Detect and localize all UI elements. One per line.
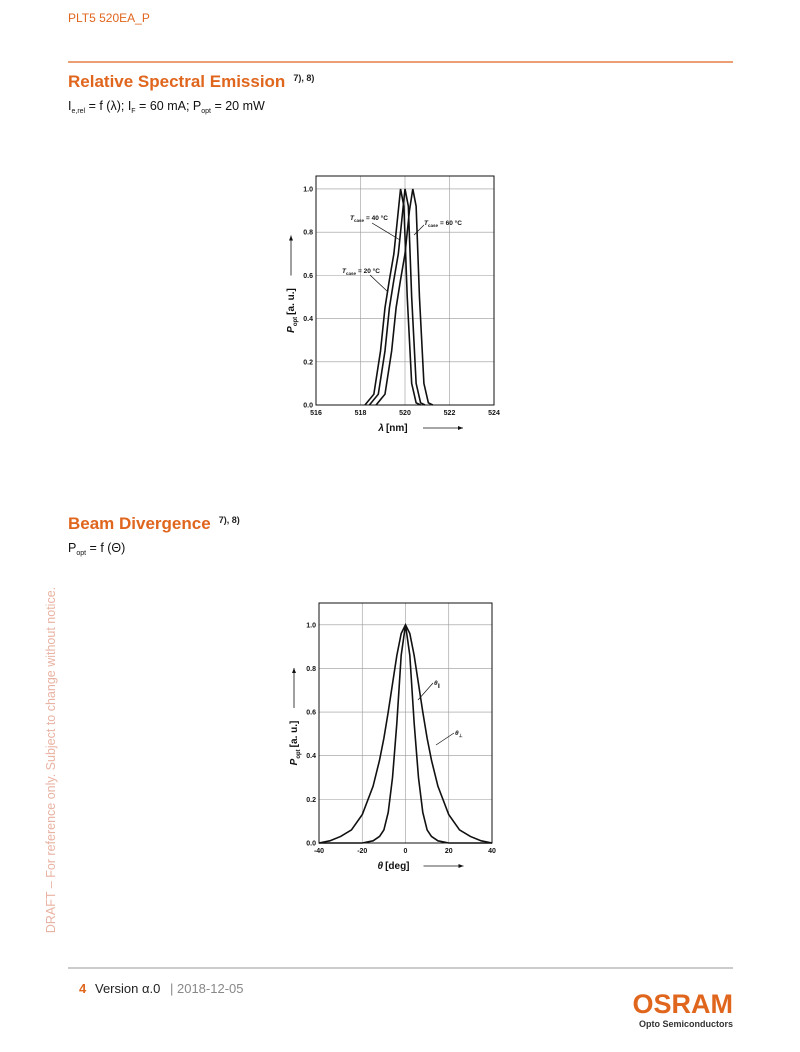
y-axis-label: Popt [a. u.] bbox=[286, 288, 299, 333]
x-tick-label: 520 bbox=[399, 410, 411, 417]
x-tick-label: -40 bbox=[314, 848, 324, 855]
label-leader bbox=[371, 222, 401, 241]
x-axis-unit: [nm] bbox=[386, 423, 408, 434]
formula-sub: opt bbox=[76, 550, 86, 557]
series-label: θ∥ bbox=[434, 680, 440, 689]
y-tick-label: 0.6 bbox=[303, 273, 313, 280]
version: Version α.0 bbox=[95, 981, 160, 996]
formula-sub: F bbox=[131, 108, 135, 115]
data-line bbox=[375, 188, 434, 406]
x-axis-label: θ [deg] bbox=[377, 861, 409, 872]
x-axis-arrowhead bbox=[458, 864, 464, 868]
label-leader bbox=[369, 274, 389, 293]
x-tick-label: -20 bbox=[357, 848, 367, 855]
series-label: Tcase = 20 °C bbox=[342, 267, 380, 276]
section-title-text: Relative Spectral Emission bbox=[68, 72, 285, 91]
formula-text: P bbox=[68, 541, 76, 555]
y-axis-symbol: P bbox=[289, 758, 300, 765]
label-leader bbox=[435, 732, 455, 746]
series-name: = 40 °C bbox=[366, 214, 388, 222]
header-title: PLT5 520EA_P bbox=[68, 11, 150, 25]
y-tick-label: 1.0 bbox=[306, 622, 316, 629]
data-line bbox=[368, 188, 426, 406]
formula-text: I bbox=[68, 99, 71, 113]
x-axis-symbol: λ bbox=[377, 423, 384, 434]
logo: OSRAM bbox=[633, 989, 734, 1019]
footnote-ref: 7), 8) bbox=[219, 515, 240, 525]
formula-sub: e,rel bbox=[71, 108, 85, 115]
x-tick-label: 522 bbox=[444, 410, 456, 417]
formula-text: = 20 mW bbox=[211, 99, 265, 113]
data-line bbox=[318, 623, 493, 844]
formula-text: = f (Θ) bbox=[86, 541, 125, 555]
y-axis-label: Popt[a. u.] bbox=[289, 721, 302, 766]
date: | 2018-12-05 bbox=[170, 981, 244, 996]
logo-sub: Opto Semiconductors bbox=[639, 1019, 733, 1029]
y-tick-label: 0.6 bbox=[306, 710, 316, 717]
formula: Popt = f (Θ) bbox=[68, 541, 125, 557]
y-tick-label: 0.4 bbox=[306, 753, 316, 760]
formula: Ie,rel = f (λ); IF = 60 mA; Popt = 20 mW bbox=[68, 99, 265, 115]
data-line bbox=[364, 188, 421, 406]
x-tick-label: 20 bbox=[445, 848, 453, 855]
series-label: Tcase = 60 °C bbox=[424, 219, 462, 228]
x-tick-label: 524 bbox=[488, 410, 500, 417]
section-title-text: Beam Divergence bbox=[68, 514, 211, 533]
plot-frame bbox=[315, 175, 495, 406]
label-leader bbox=[413, 224, 425, 236]
y-tick-label: 0.4 bbox=[303, 316, 313, 323]
x-tick-label: 516 bbox=[310, 410, 322, 417]
series-symbol: T bbox=[424, 220, 429, 227]
y-tick-label: 0.8 bbox=[306, 666, 316, 673]
y-axis-arrowhead bbox=[289, 235, 293, 241]
series-sub: case bbox=[428, 223, 439, 228]
series-symbol: T bbox=[342, 268, 347, 275]
series-label: θ⊥ bbox=[455, 730, 464, 738]
series-label: Tcase = 40 °C bbox=[350, 214, 388, 223]
x-axis-unit: [deg] bbox=[385, 861, 409, 872]
y-tick-label: 0.0 bbox=[306, 841, 316, 848]
formula-text: = 60 mA; P bbox=[136, 99, 202, 113]
x-axis-symbol: θ bbox=[377, 861, 383, 872]
section-title: Beam Divergence 7), 8) bbox=[68, 514, 240, 533]
section-title: Relative Spectral Emission 7), 8) bbox=[68, 72, 314, 91]
y-tick-label: 1.0 bbox=[303, 186, 313, 193]
y-axis-unit: [a. u.] bbox=[289, 721, 300, 748]
series-symbol: θ bbox=[434, 680, 438, 687]
series-sub: case bbox=[346, 271, 357, 276]
y-tick-label: 0.0 bbox=[303, 403, 313, 410]
y-axis-unit: [a. u.] bbox=[286, 288, 297, 315]
y-axis-sub: opt bbox=[293, 317, 299, 326]
series-sub: ⊥ bbox=[459, 733, 464, 738]
plot-frame bbox=[318, 602, 493, 844]
series-symbol: T bbox=[350, 215, 355, 222]
series-sub: case bbox=[354, 218, 365, 223]
x-tick-label: 518 bbox=[355, 410, 367, 417]
series-name: = 60 °C bbox=[440, 219, 462, 227]
page-number: 4 bbox=[79, 981, 87, 996]
y-tick-label: 0.8 bbox=[303, 230, 313, 237]
series-symbol: θ bbox=[455, 730, 459, 737]
formula-sub: opt bbox=[201, 108, 211, 115]
x-tick-label: 0 bbox=[404, 848, 408, 855]
y-tick-label: 0.2 bbox=[306, 797, 316, 804]
watermark: DRAFT – For reference only. Subject to c… bbox=[44, 587, 58, 933]
x-axis-label: λ [nm] bbox=[377, 423, 407, 434]
y-tick-label: 0.2 bbox=[303, 359, 313, 366]
formula-text: = f (λ); I bbox=[85, 99, 131, 113]
footnote-ref: 7), 8) bbox=[293, 73, 314, 83]
series-name: = 20 °C bbox=[358, 267, 380, 275]
x-axis-arrowhead bbox=[458, 426, 463, 430]
y-axis-symbol: P bbox=[286, 326, 297, 333]
y-axis-arrowhead bbox=[292, 668, 296, 673]
y-axis-sub: opt bbox=[296, 749, 302, 758]
x-tick-label: 40 bbox=[488, 848, 496, 855]
series-sub: ∥ bbox=[438, 683, 440, 689]
